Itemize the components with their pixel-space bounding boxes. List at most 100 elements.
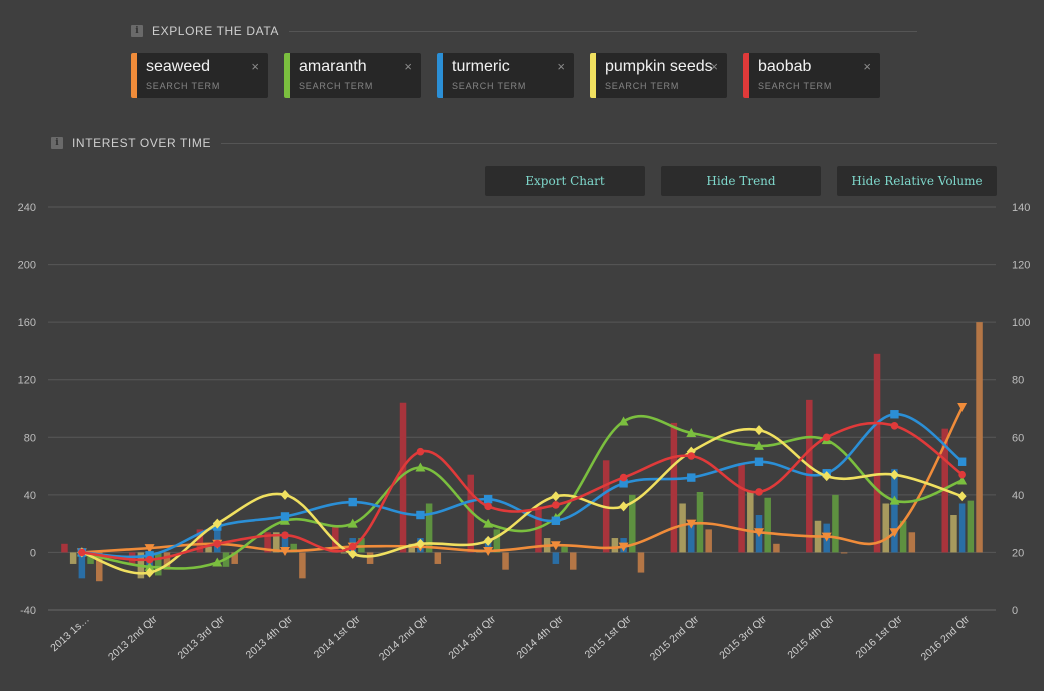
bar-baobab xyxy=(196,529,204,553)
trend-point-pumpkin-seeds xyxy=(957,491,967,502)
bar-seaweed xyxy=(637,552,645,573)
trend-point-pumpkin-seeds xyxy=(212,518,222,529)
trend-point-amaranth xyxy=(618,416,629,426)
trend-point-seaweed xyxy=(483,546,494,556)
info-icon[interactable]: i xyxy=(51,137,63,149)
info-icon[interactable]: i xyxy=(131,25,143,37)
bar-baobab xyxy=(535,506,542,553)
trend-point-amaranth xyxy=(686,427,697,437)
bar-amaranth xyxy=(629,494,636,553)
trend-point-baobab xyxy=(484,502,492,511)
x-tick-label: 2013 2nd Qtr xyxy=(106,613,160,663)
trend-point-amaranth xyxy=(483,518,494,528)
hide-trend-button[interactable]: Hide Trend xyxy=(661,166,821,196)
bar-baobab xyxy=(332,526,339,553)
bar-pumpkin-seeds xyxy=(205,546,212,553)
search-terms: seaweed SEARCH TERM × amaranth SEARCH TE… xyxy=(131,53,896,98)
trend-point-baobab xyxy=(416,447,425,456)
bar-pumpkin-seeds xyxy=(950,515,957,553)
y-left-tick-label: -40 xyxy=(20,605,36,617)
x-tick-label: 2013 4th Qtr xyxy=(244,613,296,661)
bar-turmeric xyxy=(281,532,289,553)
bar-baobab xyxy=(738,463,745,553)
trend-point-seaweed xyxy=(618,542,629,552)
trend-line-seaweed xyxy=(81,406,964,554)
close-icon[interactable]: × xyxy=(710,59,718,74)
bar-baobab xyxy=(873,353,881,553)
search-term-pumpkin-seeds[interactable]: pumpkin seeds SEARCH TERM × xyxy=(590,53,727,98)
x-tick-label: 2016 2nd Qtr xyxy=(919,613,973,663)
x-tick-label: 2015 2nd Qtr xyxy=(648,613,702,663)
y-left-tick-label: 120 xyxy=(18,375,36,387)
bar-pumpkin-seeds xyxy=(747,491,754,553)
trend-point-turmeric xyxy=(890,410,899,419)
trend-point-baobab xyxy=(348,542,357,551)
trend-point-baobab xyxy=(687,452,696,460)
trend-point-seaweed xyxy=(686,519,697,529)
bar-seaweed xyxy=(434,552,442,564)
term-name: baobab xyxy=(758,58,812,75)
search-term-baobab[interactable]: baobab SEARCH TERM × xyxy=(743,53,880,98)
trend-line-amaranth xyxy=(81,415,963,570)
section-divider xyxy=(221,142,997,144)
close-icon[interactable]: × xyxy=(404,59,412,74)
y-right-tick-label: 60 xyxy=(1012,432,1024,444)
trend-point-amaranth xyxy=(957,475,968,485)
bar-seaweed xyxy=(502,552,509,570)
bar-baobab xyxy=(399,402,407,553)
term-color-stripe xyxy=(437,53,443,98)
y-left-tick-label: 160 xyxy=(18,317,36,329)
y-left-tick-label: 200 xyxy=(18,260,36,272)
hide-relative-volume-button[interactable]: Hide Relative Volume xyxy=(837,166,997,196)
trend-point-turmeric xyxy=(687,473,696,482)
bar-turmeric xyxy=(552,552,560,564)
bar-turmeric xyxy=(891,468,898,553)
trend-point-pumpkin-seeds xyxy=(551,491,561,502)
trend-point-baobab xyxy=(619,473,628,482)
x-tick-label: 2014 2nd Qtr xyxy=(377,613,431,663)
bar-seaweed xyxy=(96,552,103,582)
close-icon[interactable]: × xyxy=(557,59,565,74)
bar-turmeric xyxy=(958,503,966,553)
bar-seaweed xyxy=(908,532,916,553)
bar-pumpkin-seeds xyxy=(408,543,415,553)
bar-seaweed xyxy=(231,552,238,564)
search-term-seaweed[interactable]: seaweed SEARCH TERM × xyxy=(131,53,268,98)
bar-seaweed xyxy=(840,552,848,554)
bar-turmeric xyxy=(214,526,221,553)
term-color-stripe xyxy=(743,53,749,98)
trend-line-baobab xyxy=(81,421,963,562)
bar-pumpkin-seeds xyxy=(679,503,686,553)
close-icon[interactable]: × xyxy=(251,59,259,74)
search-term-turmeric[interactable]: turmeric SEARCH TERM × xyxy=(437,53,574,98)
trend-point-seaweed xyxy=(957,403,968,413)
trend-point-amaranth xyxy=(415,462,426,472)
bar-seaweed xyxy=(366,552,374,564)
trend-point-seaweed xyxy=(280,546,290,556)
term-name: turmeric xyxy=(452,58,510,75)
bar-amaranth xyxy=(155,552,162,576)
bar-seaweed xyxy=(299,552,306,579)
trend-point-pumpkin-seeds xyxy=(415,538,425,549)
trend-point-amaranth xyxy=(347,518,358,528)
search-term-amaranth[interactable]: amaranth SEARCH TERM × xyxy=(284,53,421,98)
trend-point-turmeric xyxy=(957,457,967,466)
term-name: pumpkin seeds xyxy=(605,58,713,75)
bar-amaranth xyxy=(290,543,297,553)
bar-pumpkin-seeds xyxy=(611,538,619,553)
trend-point-turmeric xyxy=(551,516,561,525)
bar-turmeric xyxy=(688,520,695,553)
trend-point-seaweed xyxy=(144,544,155,554)
bar-pumpkin-seeds xyxy=(69,552,77,564)
trend-point-seaweed xyxy=(550,541,561,551)
term-subtitle: SEARCH TERM xyxy=(758,81,833,91)
close-icon[interactable]: × xyxy=(863,59,871,74)
trend-point-baobab xyxy=(281,531,289,539)
x-tick-label: 2014 1st Qtr xyxy=(312,613,363,661)
y-right-tick-label: 120 xyxy=(1012,260,1030,272)
trend-point-seaweed xyxy=(821,532,832,542)
trend-point-amaranth xyxy=(212,557,223,567)
x-tick-label: 2014 3rd Qtr xyxy=(446,613,498,662)
bar-amaranth xyxy=(493,529,501,553)
export-chart-button[interactable]: Export Chart xyxy=(485,166,645,196)
